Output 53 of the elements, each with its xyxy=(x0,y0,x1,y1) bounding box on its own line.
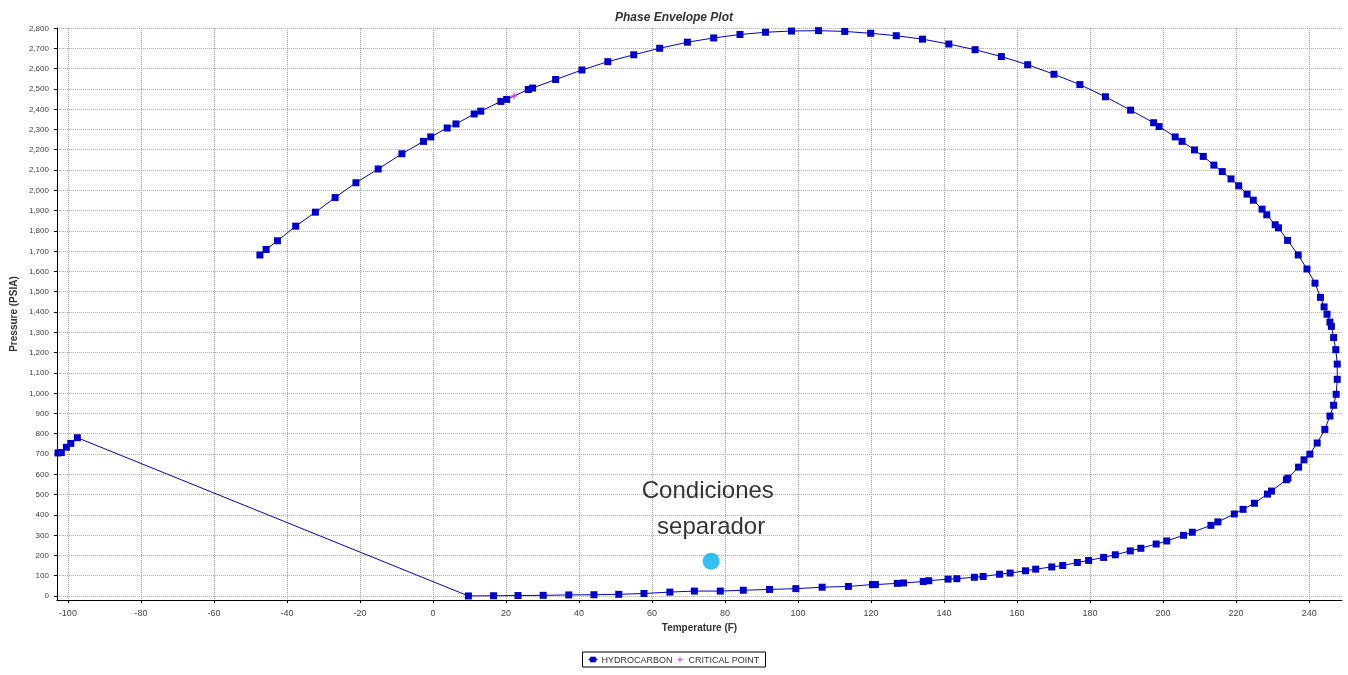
y-tick-label: 1,000 xyxy=(28,388,50,398)
x-tick-label: 140 xyxy=(936,607,952,618)
annotation: Condiciones separador xyxy=(641,475,781,539)
legend-label: HYDROCARBON xyxy=(601,654,673,665)
y-tick-label: 300 xyxy=(35,530,50,540)
y-tick-label: 500 xyxy=(35,490,50,500)
y-tick-label: 1,700 xyxy=(28,246,50,256)
x-tick-label: 0 xyxy=(430,607,436,618)
y-tick-label: 400 xyxy=(35,510,50,520)
x-tick-label: -20 xyxy=(353,607,367,618)
y-tick-label: 1,600 xyxy=(28,266,50,276)
chart-title: Phase Envelope Plot xyxy=(614,10,735,24)
y-tick-label: 1,300 xyxy=(28,327,50,337)
y-tick-label: 2,200 xyxy=(28,145,50,155)
x-tick-label: -60 xyxy=(207,607,221,618)
x-tick-label: -100 xyxy=(58,607,77,618)
y-tick-label: 2,000 xyxy=(28,185,50,195)
y-tick-label: 2,300 xyxy=(28,124,50,134)
x-tick-label: -40 xyxy=(280,607,294,618)
x-tick-label: 180 xyxy=(1082,607,1098,618)
y-tick-label: 2,800 xyxy=(28,23,50,33)
x-tick-label: 40 xyxy=(573,607,584,618)
legend-label: CRITICAL POINT xyxy=(688,654,760,665)
x-tick-label: 20 xyxy=(500,607,511,618)
y-tick-label: 1,200 xyxy=(28,348,50,358)
y-tick-label: 100 xyxy=(35,571,50,581)
x-tick-label: 240 xyxy=(1301,607,1317,618)
x-axis-title: Temperature (F) xyxy=(661,621,738,633)
y-tick-label: 1,400 xyxy=(28,307,50,317)
x-tick-label: 200 xyxy=(1155,607,1171,618)
y-tick-label: 1,900 xyxy=(28,206,50,216)
x-tick-label: -80 xyxy=(134,607,148,618)
y-tick-label: 2,400 xyxy=(28,104,50,114)
y-tick-label: 2,500 xyxy=(28,84,50,94)
y-tick-label: 1,100 xyxy=(28,368,50,378)
y-tick-label: 2,700 xyxy=(28,43,50,53)
x-tick-label: 80 xyxy=(720,607,731,618)
y-tick-label: 2,100 xyxy=(28,165,50,175)
y-tick-label: 200 xyxy=(35,550,50,560)
x-tick-label: 120 xyxy=(863,607,879,618)
x-tick-label: 160 xyxy=(1009,607,1025,618)
y-tick-label: 700 xyxy=(35,449,50,459)
y-axis-title: Pressure (PSIA) xyxy=(7,276,19,352)
x-tick-label: 60 xyxy=(646,607,658,618)
y-tick-label: 800 xyxy=(35,429,50,439)
y-tick-label: 2,600 xyxy=(28,64,50,74)
y-tick-label: 0 xyxy=(44,591,50,601)
x-tick-label: 100 xyxy=(790,607,806,618)
y-tick-label: 900 xyxy=(35,408,50,418)
x-tick-label: 220 xyxy=(1228,607,1244,618)
y-tick-label: 600 xyxy=(35,469,50,479)
y-tick-label: 1,500 xyxy=(28,287,50,297)
y-tick-label: 1,800 xyxy=(28,226,50,236)
